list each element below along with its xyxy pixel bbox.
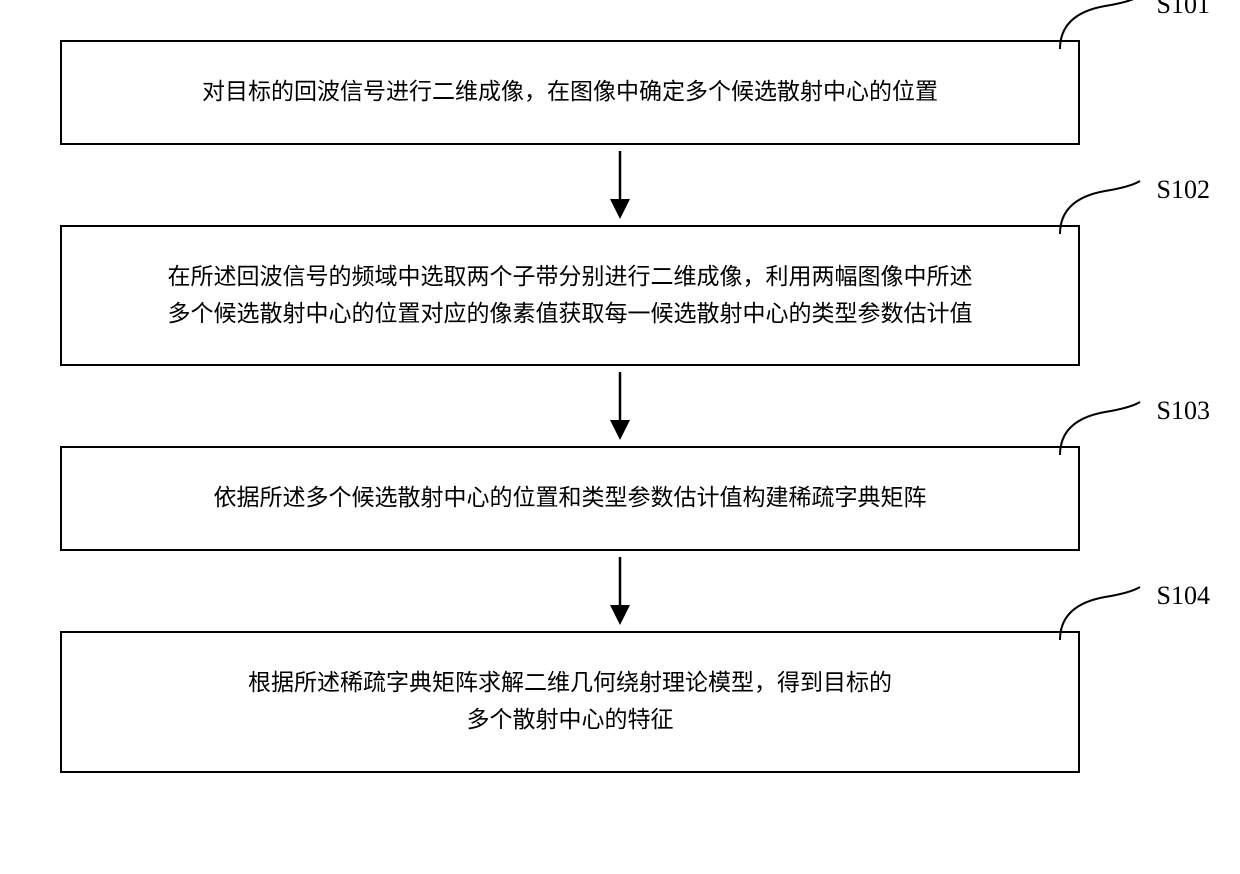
arrow-s102-s103 [606, 372, 634, 440]
arrow-svg-1 [606, 151, 634, 219]
step-container-s102: 在所述回波信号的频域中选取两个子带分别进行二维成像，利用两幅图像中所述 多个候选… [60, 225, 1180, 367]
step-box-s102: 在所述回波信号的频域中选取两个子带分别进行二维成像，利用两幅图像中所述 多个候选… [60, 225, 1080, 367]
step-label-s102: S102 [1157, 175, 1210, 205]
flowchart-container: 对目标的回波信号进行二维成像，在图像中确定多个候选散射中心的位置 S101 在所… [60, 40, 1180, 773]
step-box-s103: 依据所述多个候选散射中心的位置和类型参数估计值构建稀疏字典矩阵 [60, 446, 1080, 551]
step-container-s101: 对目标的回波信号进行二维成像，在图像中确定多个候选散射中心的位置 S101 [60, 40, 1180, 145]
step-label-s101: S101 [1157, 0, 1210, 20]
step-text-wrapper-s102: 在所述回波信号的频域中选取两个子带分别进行二维成像，利用两幅图像中所述 多个候选… [168, 259, 973, 333]
arrow-svg-2 [606, 372, 634, 440]
step-box-s101: 对目标的回波信号进行二维成像，在图像中确定多个候选散射中心的位置 [60, 40, 1080, 145]
curve-svg-s104 [1055, 585, 1145, 645]
step-text-s104-line1: 根据所述稀疏字典矩阵求解二维几何绕射理论模型，得到目标的 [248, 665, 892, 702]
step-text-s103: 依据所述多个候选散射中心的位置和类型参数估计值构建稀疏字典矩阵 [214, 480, 927, 517]
curve-s101 [1055, 0, 1145, 59]
step-label-s103: S103 [1157, 396, 1210, 426]
step-text-s102-line1: 在所述回波信号的频域中选取两个子带分别进行二维成像，利用两幅图像中所述 [168, 259, 973, 296]
arrow-svg-3 [606, 557, 634, 625]
arrow-s103-s104 [606, 557, 634, 625]
step-text-s104-line2: 多个散射中心的特征 [248, 702, 892, 739]
curve-s104 [1055, 585, 1145, 650]
curve-s103 [1055, 400, 1145, 465]
step-container-s103: 依据所述多个候选散射中心的位置和类型参数估计值构建稀疏字典矩阵 S103 [60, 446, 1180, 551]
curve-svg-s101 [1055, 0, 1145, 54]
step-text-s102-line2: 多个候选散射中心的位置对应的像素值获取每一候选散射中心的类型参数估计值 [168, 296, 973, 333]
step-container-s104: 根据所述稀疏字典矩阵求解二维几何绕射理论模型，得到目标的 多个散射中心的特征 S… [60, 631, 1180, 773]
step-text-wrapper-s104: 根据所述稀疏字典矩阵求解二维几何绕射理论模型，得到目标的 多个散射中心的特征 [248, 665, 892, 739]
step-box-s104: 根据所述稀疏字典矩阵求解二维几何绕射理论模型，得到目标的 多个散射中心的特征 [60, 631, 1080, 773]
arrow-s101-s102 [606, 151, 634, 219]
curve-svg-s102 [1055, 179, 1145, 239]
curve-s102 [1055, 179, 1145, 244]
step-label-s104: S104 [1157, 581, 1210, 611]
curve-svg-s103 [1055, 400, 1145, 460]
step-text-s101: 对目标的回波信号进行二维成像，在图像中确定多个候选散射中心的位置 [202, 74, 938, 111]
